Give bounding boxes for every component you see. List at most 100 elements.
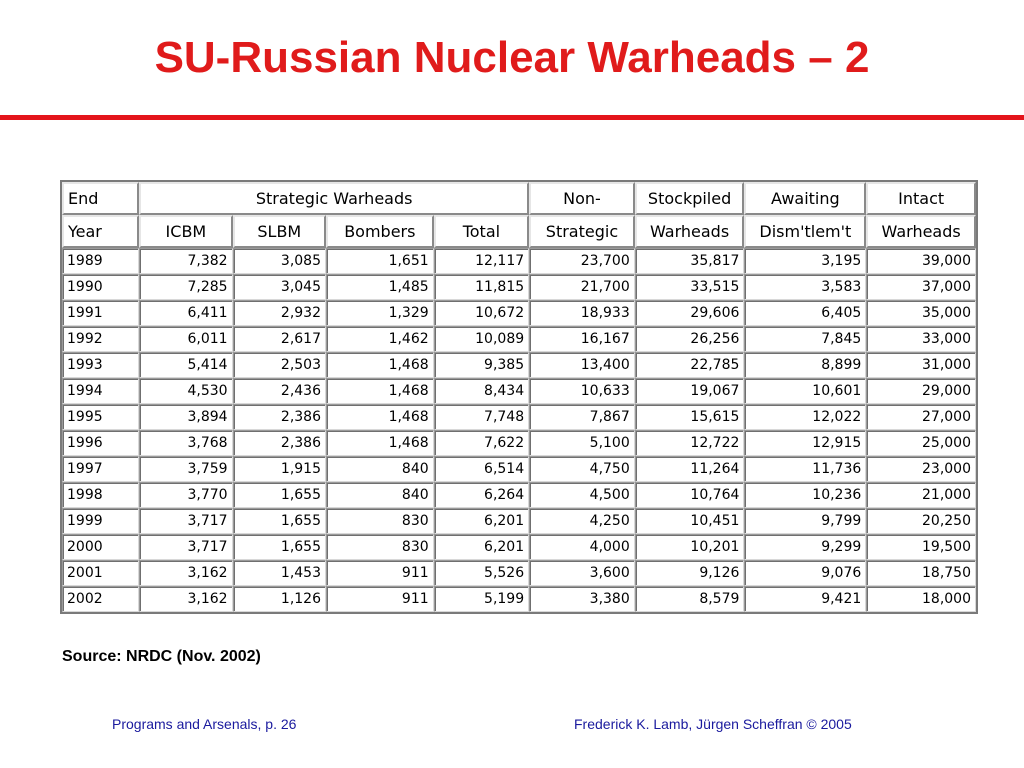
cell-slbm: 1,655 bbox=[232, 482, 327, 508]
table-row: 1994 4,530 2,436 1,468 8,434 10,633 19,067 10,6… bbox=[62, 378, 976, 404]
header-awaiting: Awaiting bbox=[744, 182, 867, 215]
cell-intact-warheads: 25,000 bbox=[866, 430, 976, 456]
cell-intact-warheads: 18,750 bbox=[866, 560, 976, 586]
cell-non-strategic: 4,250 bbox=[529, 508, 635, 534]
header-intact-warheads: Warheads bbox=[866, 215, 976, 248]
cell-year: 1989 bbox=[62, 248, 140, 274]
cell-non-strategic: 4,750 bbox=[529, 456, 635, 482]
footer-left: Programs and Arsenals, p. 26 bbox=[112, 716, 297, 732]
cell-icbm: 6,411 bbox=[139, 300, 233, 326]
cell-icbm: 3,894 bbox=[139, 404, 233, 430]
table-row: 1995 3,894 2,386 1,468 7,748 7,867 15,615 12,02… bbox=[62, 404, 976, 430]
cell-bombers: 911 bbox=[326, 560, 434, 586]
table-row: 1990 7,285 3,045 1,485 11,815 21,700 33,515 3,5… bbox=[62, 274, 976, 300]
cell-slbm: 1,915 bbox=[232, 456, 327, 482]
cell-awaiting-dismantlement: 9,299 bbox=[744, 534, 867, 560]
cell-awaiting-dismantlement: 12,022 bbox=[744, 404, 867, 430]
cell-slbm: 2,386 bbox=[232, 430, 327, 456]
cell-awaiting-dismantlement: 8,899 bbox=[744, 352, 867, 378]
table-row: 1996 3,768 2,386 1,468 7,622 5,100 12,722 12,91… bbox=[62, 430, 976, 456]
cell-non-strategic: 7,867 bbox=[529, 404, 635, 430]
cell-slbm: 2,503 bbox=[232, 352, 327, 378]
cell-bombers: 1,462 bbox=[326, 326, 434, 352]
cell-year: 1995 bbox=[62, 404, 140, 430]
cell-intact-warheads: 37,000 bbox=[866, 274, 976, 300]
cell-slbm: 1,453 bbox=[232, 560, 327, 586]
header-row-2: Year ICBM SLBM Bombers Total Strategic W… bbox=[62, 215, 976, 248]
cell-year: 1996 bbox=[62, 430, 140, 456]
cell-icbm: 3,162 bbox=[139, 560, 233, 586]
cell-bombers: 830 bbox=[326, 508, 434, 534]
cell-bombers: 1,485 bbox=[326, 274, 434, 300]
cell-non-strategic: 13,400 bbox=[529, 352, 635, 378]
cell-non-strategic: 3,380 bbox=[529, 586, 635, 612]
cell-awaiting-dismantlement: 7,845 bbox=[744, 326, 867, 352]
title-divider bbox=[0, 115, 1024, 120]
cell-total: 9,385 bbox=[433, 352, 530, 378]
page-title: SU-Russian Nuclear Warheads – 2 bbox=[154, 33, 870, 82]
cell-year: 2002 bbox=[62, 586, 140, 612]
header-total: Total bbox=[433, 215, 530, 248]
cell-year: 1997 bbox=[62, 456, 140, 482]
cell-awaiting-dismantlement: 3,583 bbox=[744, 274, 867, 300]
header-intact: Intact bbox=[866, 182, 976, 215]
cell-awaiting-dismantlement: 12,915 bbox=[744, 430, 867, 456]
cell-bombers: 840 bbox=[326, 482, 434, 508]
cell-slbm: 1,126 bbox=[232, 586, 327, 612]
cell-awaiting-dismantlement: 9,076 bbox=[744, 560, 867, 586]
cell-stockpiled-warheads: 10,451 bbox=[634, 508, 745, 534]
table-row: 2001 3,162 1,453 911 5,526 3,600 9,126 9,076 18,… bbox=[62, 560, 976, 586]
cell-non-strategic: 16,167 bbox=[529, 326, 635, 352]
cell-stockpiled-warheads: 11,264 bbox=[634, 456, 745, 482]
header-bombers: Bombers bbox=[326, 215, 434, 248]
cell-intact-warheads: 29,000 bbox=[866, 378, 976, 404]
cell-stockpiled-warheads: 33,515 bbox=[634, 274, 745, 300]
cell-non-strategic: 4,500 bbox=[529, 482, 635, 508]
table-row: 1993 5,414 2,503 1,468 9,385 13,400 22,785 8,89… bbox=[62, 352, 976, 378]
cell-intact-warheads: 20,250 bbox=[866, 508, 976, 534]
header-stockpiled: Stockpiled bbox=[634, 182, 745, 215]
cell-total: 5,199 bbox=[433, 586, 530, 612]
cell-total: 7,622 bbox=[433, 430, 530, 456]
cell-intact-warheads: 27,000 bbox=[866, 404, 976, 430]
header-slbm: SLBM bbox=[232, 215, 327, 248]
cell-awaiting-dismantlement: 10,601 bbox=[744, 378, 867, 404]
cell-stockpiled-warheads: 9,126 bbox=[634, 560, 745, 586]
warheads-table: End Strategic Warheads Non- Stockpiled A… bbox=[62, 182, 976, 612]
cell-intact-warheads: 23,000 bbox=[866, 456, 976, 482]
cell-bombers: 1,468 bbox=[326, 404, 434, 430]
table-row: 1997 3,759 1,915 840 6,514 4,750 11,264 11,736 2… bbox=[62, 456, 976, 482]
cell-stockpiled-warheads: 29,606 bbox=[634, 300, 745, 326]
cell-stockpiled-warheads: 22,785 bbox=[634, 352, 745, 378]
cell-icbm: 3,717 bbox=[139, 534, 233, 560]
table-row: 1999 3,717 1,655 830 6,201 4,250 10,451 9,799 20… bbox=[62, 508, 976, 534]
header-row-1: End Strategic Warheads Non- Stockpiled A… bbox=[62, 182, 976, 215]
cell-slbm: 1,655 bbox=[232, 534, 327, 560]
source-note: Source: NRDC (Nov. 2002) bbox=[62, 648, 261, 665]
header-icbm: ICBM bbox=[139, 215, 233, 248]
cell-non-strategic: 23,700 bbox=[529, 248, 635, 274]
cell-non-strategic: 4,000 bbox=[529, 534, 635, 560]
header-strategic: Strategic bbox=[529, 215, 635, 248]
cell-stockpiled-warheads: 26,256 bbox=[634, 326, 745, 352]
warheads-table-frame: End Strategic Warheads Non- Stockpiled A… bbox=[60, 180, 978, 614]
cell-intact-warheads: 35,000 bbox=[866, 300, 976, 326]
cell-icbm: 7,285 bbox=[139, 274, 233, 300]
cell-bombers: 1,651 bbox=[326, 248, 434, 274]
cell-stockpiled-warheads: 10,764 bbox=[634, 482, 745, 508]
cell-slbm: 3,045 bbox=[232, 274, 327, 300]
cell-slbm: 2,932 bbox=[232, 300, 327, 326]
cell-year: 1998 bbox=[62, 482, 140, 508]
cell-icbm: 3,717 bbox=[139, 508, 233, 534]
cell-year: 1999 bbox=[62, 508, 140, 534]
header-strategic-warheads: Strategic Warheads bbox=[139, 182, 530, 215]
cell-intact-warheads: 18,000 bbox=[866, 586, 976, 612]
table-row: 2000 3,717 1,655 830 6,201 4,000 10,201 9,299 19… bbox=[62, 534, 976, 560]
cell-icbm: 7,382 bbox=[139, 248, 233, 274]
cell-total: 7,748 bbox=[433, 404, 530, 430]
cell-total: 10,089 bbox=[433, 326, 530, 352]
cell-bombers: 1,468 bbox=[326, 378, 434, 404]
cell-icbm: 3,770 bbox=[139, 482, 233, 508]
cell-total: 8,434 bbox=[433, 378, 530, 404]
cell-awaiting-dismantlement: 9,799 bbox=[744, 508, 867, 534]
